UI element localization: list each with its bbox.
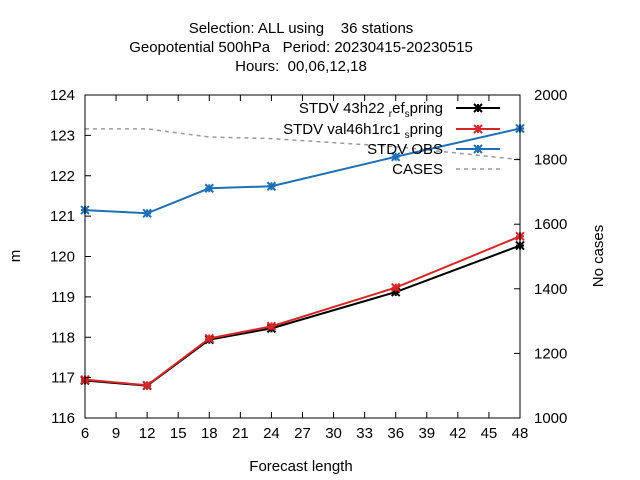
data-point-marker: [204, 333, 214, 344]
y2-tick-label: 1600: [534, 216, 567, 233]
y2-tick-label: 1200: [534, 345, 567, 362]
x-tick-label: 21: [232, 425, 249, 442]
x-tick-label: 15: [170, 425, 187, 442]
data-point-marker: [391, 152, 401, 162]
data-point-marker: [142, 380, 152, 391]
y-tick-label: 116: [51, 410, 75, 427]
y2-tick-label: 1800: [534, 152, 567, 169]
y-tick-label: 119: [51, 289, 75, 306]
y-tick-label: 117: [51, 370, 75, 387]
series-line: [84, 127, 521, 215]
series-line: [85, 128, 521, 161]
axes: 6 9 12 15 18 21 24 27 30 33 36 39 42 45 48 116 117 118 119…: [50, 87, 567, 442]
x-tick-label: 30: [325, 425, 342, 442]
data-point-marker: [473, 144, 483, 154]
y2-tick-label: 1400: [534, 281, 567, 298]
title-line-1: Selection: ALL using 36 stations: [189, 20, 414, 37]
series-stdv-val46h1rc1: [80, 231, 525, 391]
legend-item: STDV 43h22 refspring: [299, 100, 500, 120]
series-layer: [80, 123, 525, 391]
x-tick-label: 39: [418, 425, 435, 442]
y2-tick-label: 2000: [534, 87, 567, 104]
x-tick-label: 27: [294, 425, 311, 442]
legend-item: STDV OBS: [367, 141, 500, 158]
x-axis-label: Forecast length: [249, 458, 352, 475]
y-axis-label: m: [7, 250, 24, 263]
legend-item: STDV val46h1rc1 spring: [283, 121, 500, 141]
legend-item: CASES: [392, 161, 500, 178]
x-tick-label: 42: [450, 425, 467, 442]
x-tick-label: 48: [512, 425, 529, 442]
x-tick-label: 45: [481, 425, 498, 442]
x-tick-label: 33: [356, 425, 373, 442]
x-tick-label: 18: [201, 425, 218, 442]
data-point-marker: [266, 181, 277, 191]
series-line: [84, 235, 521, 387]
data-point-marker: [473, 103, 483, 113]
y2-tick-label: 1000: [534, 410, 567, 427]
x-tick-label: 9: [112, 425, 120, 442]
legend-label: STDV val46h1rc1 spring: [283, 121, 443, 141]
x-tick-label: 6: [81, 425, 89, 442]
series-cases: [85, 128, 521, 161]
data-point-marker: [473, 124, 483, 134]
y-tick-label: 121: [50, 208, 75, 225]
legend-label: CASES: [392, 161, 443, 178]
x-tick-label: 36: [387, 425, 404, 442]
y-tick-label: 118: [51, 329, 75, 346]
legend-label: STDV 43h22 refspring: [299, 100, 443, 120]
data-point-marker: [266, 321, 277, 332]
x-tick-label: 12: [139, 425, 156, 442]
data-point-marker: [391, 282, 401, 293]
data-point-marker: [142, 208, 152, 219]
title-line-2: Geopotential 500hPa Period: 20230415-202…: [129, 39, 473, 56]
legend-label: STDV OBS: [367, 141, 443, 158]
data-point-marker: [204, 183, 214, 193]
y2-axis-label: No cases: [590, 225, 607, 288]
title-line-3: Hours: 00,06,12,18: [235, 58, 367, 75]
series-stdv-obs: [80, 123, 525, 219]
x-tick-label: 24: [263, 425, 280, 442]
y-tick-label: 122: [50, 168, 75, 185]
y-tick-label: 124: [50, 87, 75, 104]
y-tick-label: 120: [50, 249, 75, 266]
chart-title: Selection: ALL using 36 stations Geopote…: [129, 20, 473, 75]
y-tick-label: 123: [50, 127, 75, 144]
